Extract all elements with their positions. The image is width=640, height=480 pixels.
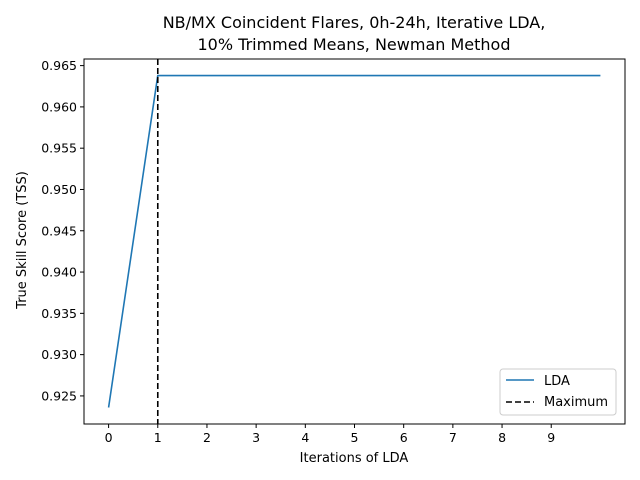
y-tick-label: 0.925 [41, 388, 77, 403]
y-tick-label: 0.950 [41, 182, 77, 197]
x-axis-ticks: 0 1 2 3 4 5 6 7 8 9 [105, 424, 555, 445]
chart-title-line-1: NB/MX Coincident Flares, 0h-24h, Iterati… [163, 13, 546, 32]
x-tick-label: 5 [351, 430, 359, 445]
legend-label-maximum: Maximum [544, 395, 608, 410]
legend-label-lda: LDA [544, 374, 570, 389]
x-axis-label: Iterations of LDA [300, 451, 409, 466]
x-tick-label: 2 [203, 430, 211, 445]
x-tick-label: 9 [547, 430, 555, 445]
y-tick-label: 0.945 [41, 223, 77, 238]
x-tick-label: 3 [252, 430, 260, 445]
y-tick-label: 0.930 [41, 347, 77, 362]
y-tick-label: 0.960 [41, 99, 77, 114]
x-tick-label: 6 [400, 430, 408, 445]
x-tick-label: 4 [301, 430, 309, 445]
legend: LDA Maximum [499, 368, 617, 416]
x-tick-label: 8 [498, 430, 506, 445]
chart-title-line-2: 10% Trimmed Means, Newman Method [198, 35, 511, 54]
y-tick-label: 0.955 [41, 141, 77, 156]
data-layer [107, 59, 601, 424]
y-tick-label: 0.965 [41, 58, 77, 73]
y-tick-label: 0.940 [41, 265, 77, 280]
y-tick-label: 0.935 [41, 306, 77, 321]
series-line-lda [107, 74, 601, 408]
y-axis-label: True Skill Score (TSS) [15, 171, 30, 310]
x-tick-label: 0 [105, 430, 113, 445]
x-tick-label: 1 [154, 430, 162, 445]
plot-background [84, 59, 625, 424]
plot-area [83, 58, 626, 425]
x-tick-label: 7 [449, 430, 457, 445]
y-axis-ticks: 0.925 0.930 0.935 0.940 0.945 0.950 0.955 0.960… [41, 58, 84, 403]
